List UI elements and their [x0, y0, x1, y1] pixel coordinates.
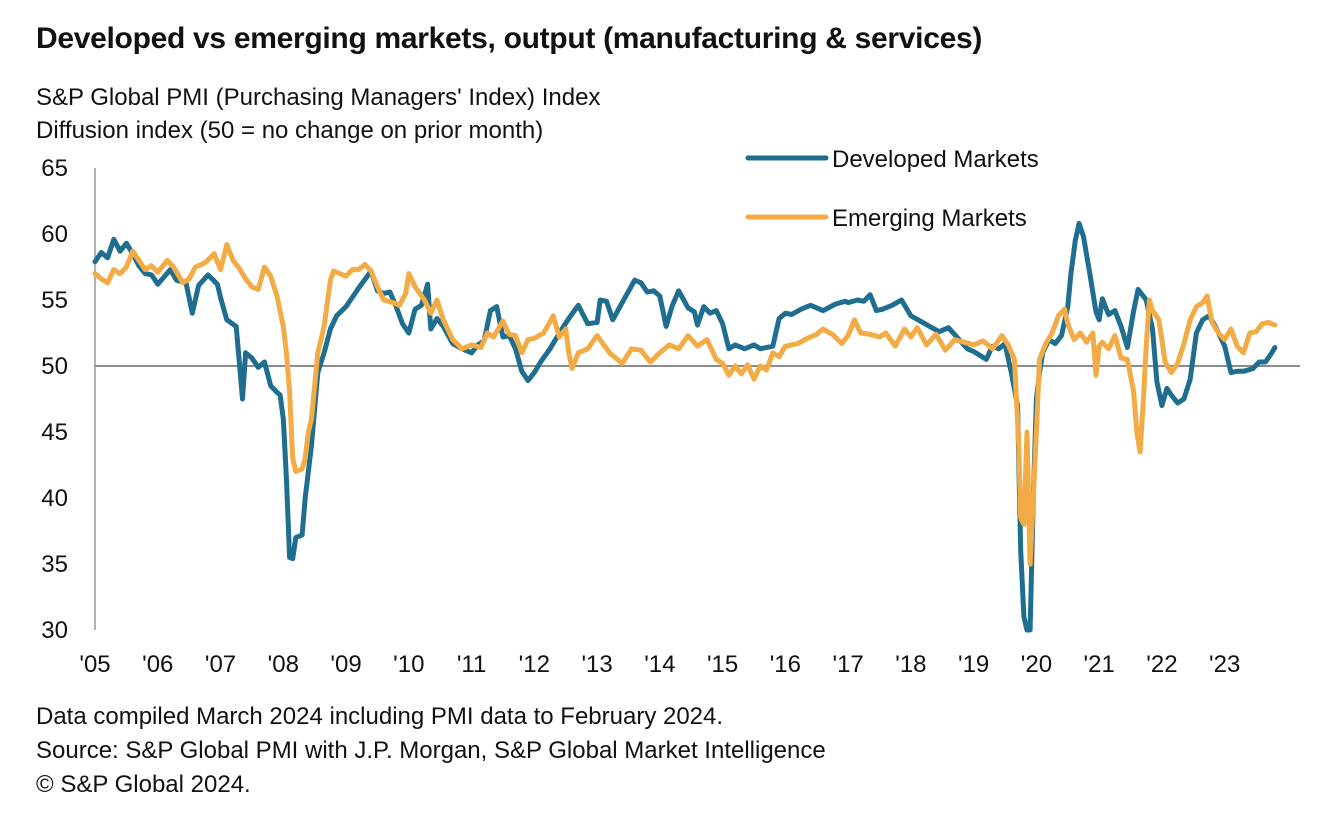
x-tick-label: '10 [393, 651, 424, 678]
legend: Developed Markets Emerging Markets [745, 150, 1039, 232]
x-tick-label: '11 [457, 651, 487, 678]
chart-subtitle-units: Diffusion index (50 = no change on prior… [36, 117, 544, 144]
line-chart: 30 35 40 45 50 55 60 65 '05 '06 '07 '08 '09 '10 '11 '12… [41, 150, 1300, 678]
series-group [92, 220, 1278, 633]
x-tick-label: '22 [1146, 651, 1177, 678]
footer-data-note: Data compiled March 2024 including PMI d… [36, 703, 724, 730]
x-tick-label: '20 [1021, 651, 1052, 678]
x-tick-label: '18 [895, 651, 926, 678]
y-tick-label: 45 [41, 419, 68, 446]
chart-title: Developed vs emerging markets, output (m… [36, 22, 983, 55]
y-tick-label: 55 [41, 287, 68, 314]
x-tick-label: '05 [79, 651, 110, 678]
x-tick-label: '23 [1209, 651, 1240, 678]
emerging-markets-line [92, 242, 1278, 567]
footer-copyright: © S&P Global 2024. [36, 771, 251, 798]
y-tick-label: 40 [41, 485, 68, 512]
y-tick-label: 50 [41, 353, 68, 380]
x-tick-label: '07 [205, 651, 236, 678]
axes-group: 30 35 40 45 50 55 60 65 '05 '06 '07 '08 '09 '10 '11 '12… [41, 155, 1300, 678]
y-tick-label: 65 [41, 155, 68, 182]
x-tick-label: '13 [581, 651, 612, 678]
x-tick-label: '06 [142, 651, 173, 678]
legend-emerging-markets-label: Emerging Markets [832, 205, 1027, 232]
x-tick-label: '09 [330, 651, 361, 678]
x-tick-label: '16 [770, 651, 801, 678]
x-tick-label: '08 [268, 651, 299, 678]
x-tick-label: '14 [644, 651, 675, 678]
footer-source: Source: S&P Global PMI with J.P. Morgan,… [36, 737, 826, 764]
x-tick-label: '12 [519, 651, 550, 678]
y-tick-label: 35 [41, 551, 68, 578]
x-tick-label: '17 [832, 651, 863, 678]
legend-developed-markets-label: Developed Markets [832, 150, 1039, 173]
x-tick-label: '21 [1084, 651, 1115, 678]
y-tick-label: 30 [41, 617, 68, 644]
developed-markets-line [92, 220, 1278, 633]
y-tick-label: 60 [41, 221, 68, 248]
chart-subtitle: S&P Global PMI (Purchasing Managers' Ind… [36, 84, 601, 111]
x-tick-label: '19 [958, 651, 989, 678]
x-tick-label: '15 [707, 651, 738, 678]
